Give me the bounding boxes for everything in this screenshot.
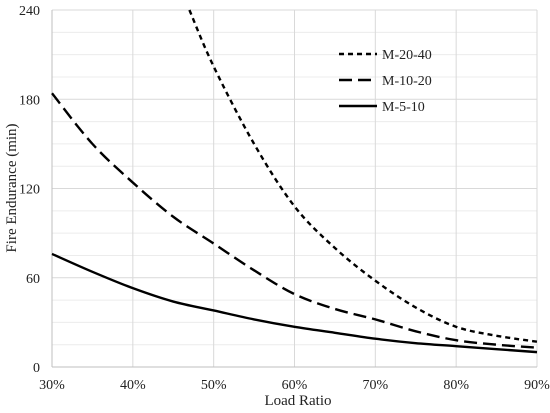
y-axis-ticks: 0 60 120 180 240	[19, 4, 40, 376]
series-line-m-5-10	[51, 252, 538, 354]
legend: M-20-40 M-10-20 M-5-10	[339, 48, 432, 115]
x-axis-title: Load Ratio	[264, 393, 331, 409]
x-axis-ticks: 30% 40% 50% 60% 70% 80% 90%	[39, 378, 550, 393]
y-tick-label: 180	[19, 93, 40, 108]
series-line-m-10-20	[51, 92, 538, 349]
x-tick-label: 90%	[524, 378, 550, 393]
y-tick-label: 120	[19, 183, 40, 198]
legend-label: M-5-10	[382, 100, 425, 115]
series-line-m-20-40	[188, 9, 538, 343]
legend-label: M-10-20	[382, 74, 432, 89]
x-tick-label: 30%	[39, 378, 65, 393]
legend-label: M-20-40	[382, 48, 432, 63]
y-tick-label: 60	[26, 272, 40, 287]
x-tick-label: 80%	[443, 378, 469, 393]
y-tick-label: 240	[19, 4, 40, 19]
series-lines	[51, 9, 538, 354]
y-tick-label: 0	[33, 361, 40, 376]
x-tick-label: 60%	[282, 378, 308, 393]
x-tick-label: 40%	[120, 378, 146, 393]
x-tick-label: 50%	[201, 378, 227, 393]
gridlines	[51, 9, 538, 368]
y-axis-title: Fire Endurance (min)	[4, 123, 20, 252]
x-tick-label: 70%	[362, 378, 388, 393]
